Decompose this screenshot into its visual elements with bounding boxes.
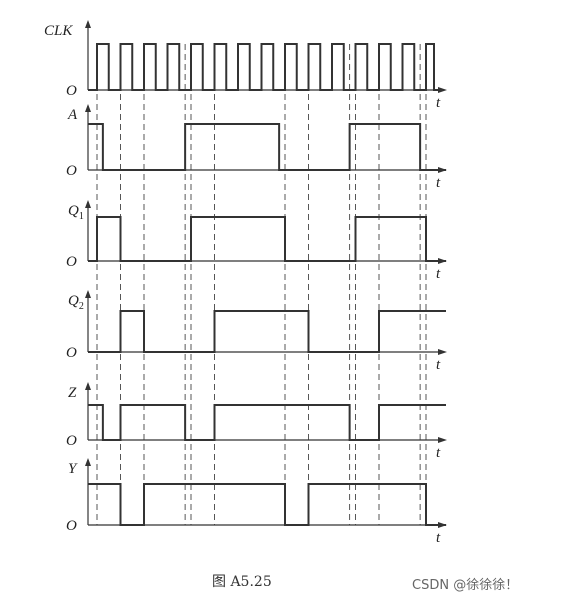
time-label: t [436,445,441,461]
time-axis-arrow [438,87,447,93]
time-label: t [436,266,441,282]
y-axis-arrow [85,458,91,466]
signal-row-clk: CLK Ot [44,20,447,111]
time-label: t [436,530,441,546]
signal-row-a: A Ot [66,104,447,191]
zero-label: O [66,163,77,179]
waveform-q2 [88,310,446,353]
guide-lines [96,44,427,525]
zero-label: O [66,518,77,534]
signal-label: Y [68,461,78,477]
y-axis-arrow [85,382,91,390]
time-label: t [436,175,441,191]
waveform-clk [88,43,440,91]
y-axis-arrow [85,200,91,208]
signal-row-q2: Q2 Ot [66,290,447,373]
waveform-y [88,483,446,526]
signal-row-y: Y Ot [66,458,447,546]
waveform-a [88,123,446,171]
zero-label: O [66,433,77,449]
zero-label: O [66,83,77,99]
y-axis-arrow [85,20,91,28]
y-axis-arrow [85,290,91,298]
signal-label: Q2 [68,293,84,312]
figure-caption: 图 A5.25 [212,574,272,590]
time-label: t [436,357,441,373]
time-axis-arrow [438,349,447,355]
signal-label: Q1 [68,203,84,222]
y-axis-arrow [85,104,91,112]
time-label: t [436,95,441,111]
time-axis-arrow [438,437,447,443]
signal-label: CLK [44,23,73,39]
signal-row-q1: Q1 Ot [66,200,447,282]
zero-label: O [66,254,77,270]
zero-label: O [66,345,77,361]
signal-row-z: Z Ot [66,382,447,461]
watermark: CSDN @徐徐徐！ [412,578,518,593]
waveform-z [88,404,446,441]
signal-label: A [67,107,78,123]
waveform-q1 [88,216,446,262]
signal-label: Z [68,385,77,401]
